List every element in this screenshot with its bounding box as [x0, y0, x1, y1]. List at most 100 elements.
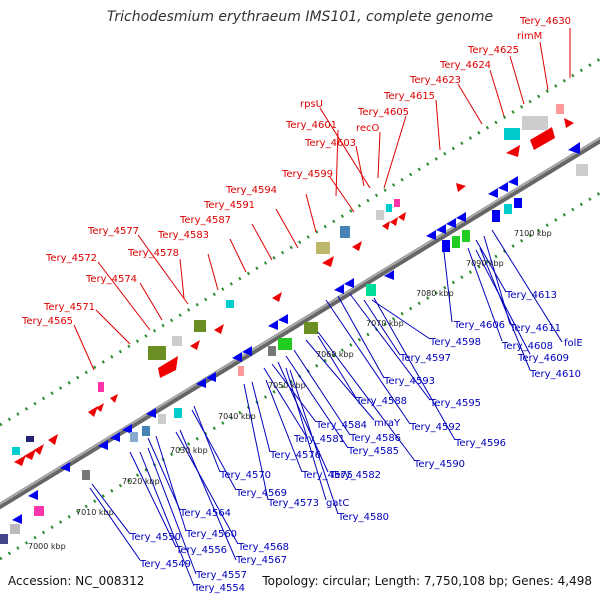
forward-gene-label: Tery_4565 [21, 316, 73, 327]
reverse-gene-label: Tery_4549 [139, 559, 191, 570]
gene-block [268, 346, 276, 356]
gene-block [366, 284, 376, 296]
forward-gene-label: Tery_4591 [203, 200, 255, 211]
gene-block [12, 447, 20, 455]
gene-block [442, 240, 450, 252]
gene-block [148, 346, 166, 360]
forward-gene-labels: Tery_4630 rimM Tery_4625 Tery_4624 Tery_… [21, 16, 571, 327]
reverse-gene-label: Tery_4573 [267, 498, 319, 509]
gene-block [172, 336, 182, 346]
gene-arrow [384, 270, 394, 280]
forward-gene-label: rimM [517, 31, 542, 42]
scale-ticks: 7000 kbp 7010 kbp 7020 kbp 7030 kbp 7040… [28, 229, 552, 551]
gene-arrow [190, 340, 200, 350]
reverse-gene-label: Tery_4610 [529, 369, 581, 380]
scale-tick-label: 7030 kbp [170, 446, 208, 455]
gene-arrow [334, 284, 344, 294]
gene-arrow [488, 188, 498, 198]
reverse-gene-label: Tery_4575 [301, 470, 353, 481]
gene-arrow [436, 224, 446, 234]
gene-block [174, 408, 182, 418]
gene-block [340, 226, 350, 238]
gene-arrow [242, 346, 252, 356]
forward-gene-label: Tery_4574 [85, 274, 137, 285]
gene-block [0, 534, 8, 544]
gene-block [226, 300, 234, 308]
gene-arrow [206, 372, 216, 382]
gene-arrow [232, 352, 242, 362]
genome-backbone [0, 136, 600, 510]
gene-arrow [34, 444, 44, 455]
gene-block [504, 204, 512, 214]
gene-arrow [60, 462, 70, 472]
gene-arrow [196, 378, 206, 388]
reverse-gene-label: Tery_4567 [235, 555, 287, 566]
gene-arrow [498, 182, 508, 192]
reverse-gene-label: Tery_4584 [315, 420, 367, 431]
gene-block [158, 414, 166, 424]
reverse-gene-label: Tery_4568 [237, 542, 289, 553]
reverse-gene-label: Tery_4611 [509, 323, 561, 334]
dotted-track-forward-outer [0, 57, 600, 427]
gene-arrow [352, 241, 362, 251]
scale-tick-label: 7100 kbp [514, 229, 552, 238]
forward-gene-label: Tery_4583 [157, 230, 209, 241]
scale-tick-label: 7070 kbp [366, 319, 404, 328]
gene-arrow [12, 514, 22, 524]
reverse-gene-label: Tery_4581 [293, 434, 345, 445]
reverse-gene-label: Tery_4585 [347, 446, 399, 457]
gene-arrow [278, 314, 288, 324]
reverse-gene-label: Tery_4556 [175, 545, 227, 556]
reverse-gene-label: Tery_4595 [429, 398, 481, 409]
gene-block [98, 382, 104, 392]
gene-arrow [110, 394, 118, 403]
forward-gene-label: Tery_4630 [519, 16, 571, 27]
gene-block [130, 432, 138, 442]
reverse-gene-label: Tery_4596 [454, 438, 506, 449]
forward-gene-label: Tery_4572 [45, 253, 97, 264]
reverse-gene-label: Tery_4557 [195, 570, 247, 581]
forward-gene-label: Tery_4594 [225, 185, 277, 196]
forward-leader-lines [73, 28, 571, 371]
reverse-gene-label: Tery_4569 [235, 488, 287, 499]
reverse-gene-label: Tery_4608 [501, 341, 553, 352]
gene-arrow [272, 292, 282, 302]
forward-gene-label: Tery_4623 [409, 75, 461, 86]
reverse-gene-label: Tery_4554 [193, 583, 245, 594]
reverse-blocks [0, 164, 588, 544]
gene-block [142, 426, 150, 436]
reverse-gene-label: Tery_4580 [337, 512, 389, 523]
gene-arrow [110, 432, 120, 442]
forward-gene-label: recO [356, 123, 380, 134]
reverse-gene-label: Tery_4593 [383, 376, 435, 387]
forward-gene-label: Tery_4601 [285, 120, 337, 131]
gene-arrow [390, 217, 398, 226]
reverse-genes [12, 142, 580, 524]
reverse-gene-label: Tery_4582 [329, 470, 381, 481]
gene-arrow [508, 176, 518, 186]
forward-gene-label: Tery_4587 [179, 215, 231, 226]
gene-block [452, 236, 460, 248]
reverse-leader-lines [89, 229, 563, 587]
forward-gene-label: Tery_4605 [357, 107, 409, 118]
gene-arrow [446, 218, 456, 228]
reverse-gene-label: Tery_4590 [413, 459, 465, 470]
reverse-gene-label: Tery_4613 [505, 290, 557, 301]
scale-tick-label: 7010 kbp [76, 508, 114, 517]
forward-gene-label: Tery_4615 [383, 91, 435, 102]
gene-arrow [146, 408, 156, 418]
gene-block [238, 366, 244, 376]
scale-tick-label: 7050 kbp [268, 381, 306, 390]
gene-arrow [98, 440, 108, 450]
reverse-gene-label: Tery_4598 [429, 337, 481, 348]
reverse-gene-label: Tery_4609 [517, 353, 569, 364]
gene-arrow [530, 127, 555, 150]
gene-block [376, 210, 384, 220]
gene-arrow [456, 183, 466, 192]
forward-gene-label: Tery_4571 [43, 302, 95, 313]
gene-block [394, 199, 400, 207]
reverse-gene-label: Tery_4550 [129, 532, 181, 543]
reverse-gene-labels: Tery_4613 Tery_4611 Tery_4606 folE Tery_… [129, 290, 583, 594]
gene-arrow [14, 455, 26, 466]
